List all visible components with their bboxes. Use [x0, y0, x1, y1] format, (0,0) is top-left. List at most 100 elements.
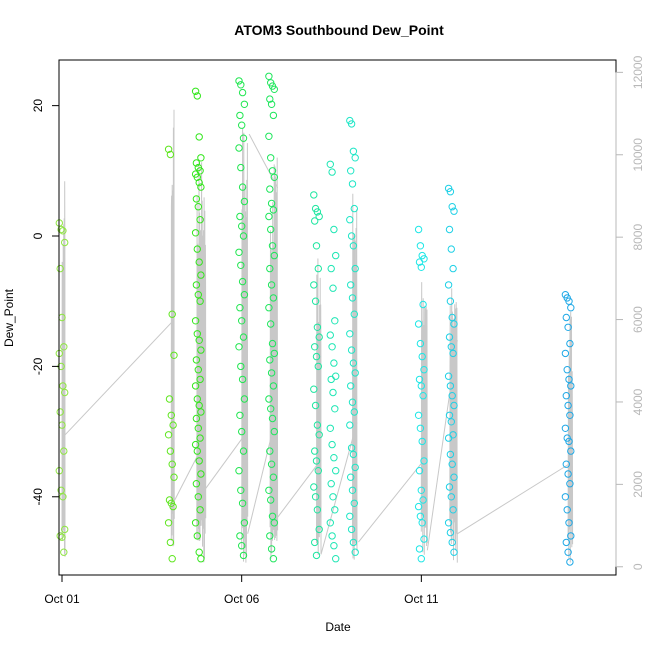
- data-point: [417, 486, 425, 494]
- data-point: [561, 349, 570, 358]
- data-point: [192, 480, 201, 488]
- altitude-profile-7: [352, 193, 358, 560]
- data-point: [197, 555, 205, 563]
- data-point: [60, 343, 68, 351]
- data-point: [310, 385, 318, 393]
- data-point: [415, 467, 424, 475]
- data-point: [332, 372, 340, 380]
- data-point: [563, 366, 571, 374]
- data-point: [192, 195, 201, 203]
- y-right-tick-label: 10000: [631, 138, 645, 172]
- data-point: [235, 467, 243, 475]
- data-point: [419, 300, 427, 309]
- data-point: [166, 150, 175, 159]
- altitude-connector-3: [205, 434, 246, 489]
- data-point: [240, 100, 249, 109]
- data-point: [347, 232, 356, 240]
- data-point: [239, 134, 248, 142]
- data-point: [60, 447, 68, 455]
- data-point: [326, 160, 334, 169]
- data-point: [567, 304, 575, 312]
- data-point: [351, 154, 359, 162]
- data-point: [418, 437, 426, 446]
- y-right-tick-label: 4000: [631, 388, 645, 415]
- data-point: [567, 532, 575, 540]
- data-point: [267, 405, 275, 413]
- data-point: [414, 411, 423, 419]
- data-point: [167, 411, 176, 419]
- data-point: [561, 493, 570, 501]
- data-point: [239, 232, 248, 240]
- altitude-connector-9: [426, 340, 458, 551]
- data-point: [346, 330, 354, 338]
- data-point: [326, 424, 334, 432]
- data-point: [236, 532, 244, 540]
- data-point: [331, 506, 339, 514]
- data-point: [311, 493, 320, 501]
- data-point: [267, 496, 275, 504]
- data-point: [566, 339, 574, 348]
- data-point: [237, 163, 245, 172]
- data-point: [169, 502, 177, 511]
- data-point: [238, 427, 246, 436]
- data-point: [311, 343, 319, 351]
- data-point: [266, 95, 274, 103]
- data-point: [164, 431, 173, 439]
- data-point: [415, 375, 424, 384]
- data-point: [270, 427, 278, 436]
- altitude-profile-5: [269, 157, 279, 559]
- data-point: [265, 72, 273, 81]
- data-point: [194, 424, 203, 432]
- data-point: [240, 395, 249, 403]
- altitude-profile-3: [196, 159, 207, 563]
- data-point: [193, 330, 202, 338]
- y-right-tick-label: 8000: [631, 224, 645, 251]
- data-point: [313, 506, 322, 514]
- data-point: [565, 519, 573, 527]
- data-point: [238, 317, 246, 325]
- data-point: [314, 264, 322, 273]
- data-point: [311, 297, 320, 305]
- x-axis-label: Date: [325, 620, 351, 634]
- altitude-profile-9: [449, 288, 458, 563]
- data-point: [332, 555, 340, 563]
- altitude-connector-7: [320, 422, 358, 555]
- altitude-connector-2: [173, 451, 201, 502]
- altitude-profile-6: [316, 258, 322, 556]
- data-point: [564, 401, 572, 410]
- data-point: [238, 277, 247, 286]
- data-point: [164, 145, 173, 154]
- data-point: [326, 331, 334, 339]
- data-point: [350, 310, 358, 318]
- data-point: [450, 548, 458, 556]
- data-point: [57, 225, 65, 234]
- data-point: [56, 264, 64, 273]
- data-point: [313, 421, 322, 429]
- data-point: [416, 512, 425, 520]
- data-point: [447, 493, 455, 501]
- data-point: [195, 548, 203, 556]
- data-point: [347, 444, 356, 452]
- data-point: [450, 320, 458, 328]
- data-point: [268, 167, 277, 175]
- data-point: [197, 271, 205, 279]
- data-points: [55, 72, 575, 566]
- data-point: [565, 375, 573, 384]
- data-point: [448, 538, 456, 547]
- y-axis-label: Dew_Point: [2, 288, 16, 347]
- data-point: [240, 291, 249, 299]
- data-point: [168, 555, 176, 563]
- data-point: [196, 506, 204, 514]
- y-axis-left: 20 0 -20 -40: [31, 99, 60, 505]
- data-point: [194, 366, 203, 374]
- data-point: [562, 538, 570, 547]
- data-point: [327, 375, 335, 384]
- data-point: [170, 351, 178, 359]
- data-point: [191, 440, 200, 449]
- data-point: [312, 352, 321, 361]
- data-point: [347, 120, 356, 128]
- data-point: [191, 382, 200, 390]
- data-point: [238, 121, 246, 129]
- y-left-tick-label: 20: [31, 99, 45, 113]
- data-point: [310, 281, 318, 289]
